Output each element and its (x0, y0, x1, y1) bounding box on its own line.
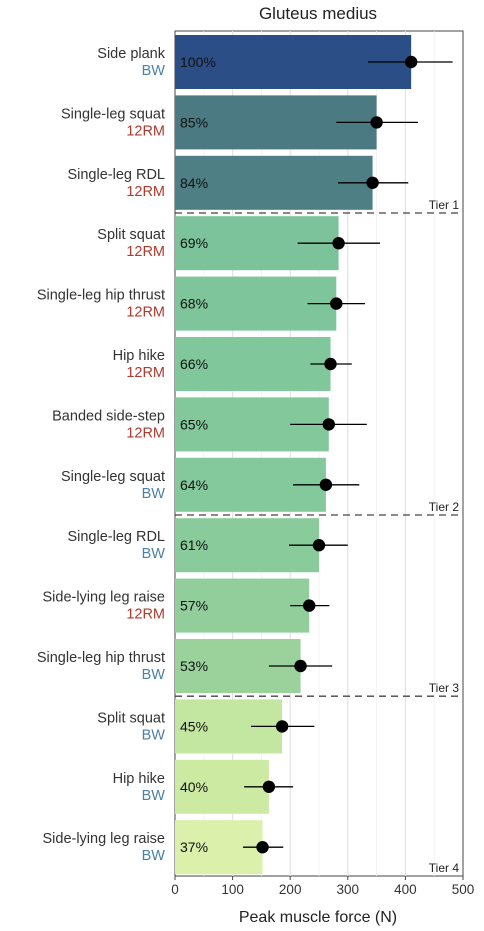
tier-dividers: Tier 1 Tier 2 Tier 3 Tier 4 (175, 198, 463, 875)
exercise-label: Single-leg RDL (67, 529, 165, 545)
x-tick-label: 200 (279, 882, 302, 897)
load-label: 12RM (126, 365, 165, 381)
x-tick-label: 500 (452, 882, 475, 897)
x-tick-label: 0 (171, 882, 179, 897)
load-label: 12RM (126, 244, 165, 260)
percent-label: 57% (180, 598, 208, 614)
exercise-label: Single-leg RDL (67, 167, 165, 183)
exercise-label: Single-leg hip thrust (37, 288, 165, 304)
percent-label: 100% (180, 54, 216, 70)
tier-label: Tier 2 (429, 500, 460, 514)
exercise-label: Split squat (97, 227, 165, 243)
tier-label: Tier 3 (429, 681, 460, 695)
load-label: 12RM (126, 425, 165, 441)
load-label: BW (142, 546, 166, 562)
mean-point (275, 720, 289, 733)
x-tick-label: 400 (394, 882, 417, 897)
percent-label: 61% (180, 537, 208, 553)
load-label: BW (142, 667, 166, 683)
percent-label: 37% (180, 839, 208, 855)
exercise-label: Side-lying leg raise (42, 590, 165, 606)
mean-point (324, 357, 337, 371)
x-axis-label: Peak muscle force (N) (239, 909, 397, 926)
mean-point (303, 599, 316, 612)
exercise-label: Single-leg squat (61, 469, 165, 485)
x-axis: 0 100 200 300 400 500 (171, 876, 474, 897)
load-label: 12RM (126, 305, 165, 321)
percent-label: 66% (180, 356, 208, 372)
mean-point (262, 780, 276, 793)
x-tick-label: 100 (221, 882, 244, 897)
exercise-label: Banded side-step (52, 408, 165, 424)
mean-point (319, 478, 333, 491)
mean-point (370, 116, 383, 129)
chart-title: Gluteus medius (259, 4, 377, 23)
x-tick-label: 300 (337, 882, 360, 897)
tier-label: Tier 4 (429, 861, 460, 875)
exercise-label: Split squat (97, 710, 165, 726)
load-label: 12RM (126, 123, 165, 139)
percent-label: 64% (180, 477, 208, 493)
exercise-label: Side-lying leg raise (42, 831, 165, 847)
load-label: BW (142, 727, 166, 743)
percent-label: 84% (180, 175, 208, 191)
bar (175, 337, 331, 391)
percent-label: 45% (180, 718, 208, 734)
exercise-label: Hip hike (113, 771, 165, 787)
mean-point (322, 418, 335, 431)
percent-label: 69% (180, 235, 208, 251)
exercise-label: Single-leg squat (61, 106, 165, 122)
mean-point (312, 539, 326, 552)
load-label: 12RM (126, 607, 165, 623)
exercise-label: Hip hike (113, 348, 165, 364)
percent-label: 40% (180, 779, 208, 795)
bar (175, 578, 310, 633)
mean-point (330, 297, 343, 310)
mean-point (366, 176, 379, 189)
percent-label: 85% (180, 114, 208, 130)
load-label: BW (142, 848, 166, 864)
load-label: BW (142, 63, 166, 79)
load-label: BW (142, 486, 166, 502)
mean-point (404, 55, 418, 69)
tier-label: Tier 1 (429, 198, 460, 212)
percent-label: 68% (180, 296, 208, 312)
percent-label: 53% (180, 658, 208, 674)
mean-point (256, 841, 269, 854)
load-label: BW (142, 788, 166, 804)
percent-label: 65% (180, 416, 208, 432)
exercise-label: Single-leg hip thrust (37, 650, 165, 666)
load-label: 12RM (126, 184, 165, 200)
mean-point (332, 237, 345, 250)
exercise-label: Side plank (97, 46, 165, 62)
mean-point (294, 659, 307, 673)
